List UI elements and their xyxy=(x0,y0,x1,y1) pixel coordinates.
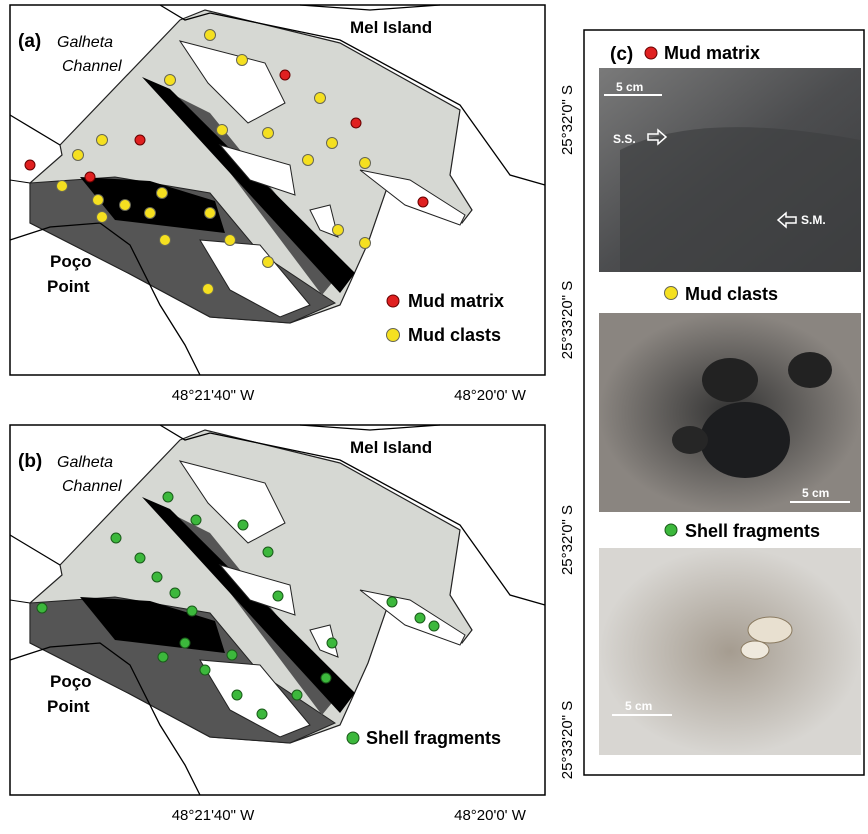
panel-label: (b) xyxy=(18,451,42,472)
legend-label: Mud clasts xyxy=(408,325,501,345)
legend-symbol xyxy=(387,295,399,307)
panel-label: (a) xyxy=(18,31,41,52)
x-coordinate: 48°21'40" W xyxy=(172,807,255,824)
scale-label: 5 cm xyxy=(616,80,643,94)
caption-symbol xyxy=(665,287,678,300)
caption: Shell fragments xyxy=(685,521,820,541)
photo xyxy=(599,548,861,755)
scale-label: 5 cm xyxy=(802,486,829,500)
place-name: Poço xyxy=(50,672,92,691)
place-name: Point xyxy=(47,697,90,716)
place-name: Mel Island xyxy=(350,438,432,457)
x-coordinate: 48°20'0' W xyxy=(454,387,527,404)
caption: Mud clasts xyxy=(685,284,778,304)
caption-symbol xyxy=(645,47,657,59)
y-coordinate: 25°33'20" S xyxy=(559,281,576,359)
place-name: Mel Island xyxy=(350,18,432,37)
place-name: Point xyxy=(47,277,90,296)
legend-label: Shell fragments xyxy=(366,728,501,748)
arrow-label: S.M. xyxy=(801,213,826,227)
map-a: (a) Galheta Channel Mel Island Poço Poin… xyxy=(10,5,545,375)
caption-symbol xyxy=(665,524,677,536)
place-name: Channel xyxy=(62,478,122,495)
map-b: (b) Galheta Channel Mel Island Poço Poin… xyxy=(10,425,545,795)
place-name: Galheta xyxy=(57,34,113,51)
arrow-label: S.S. xyxy=(613,132,636,146)
panel-label: (c) xyxy=(610,44,633,65)
place-name: Channel xyxy=(62,58,122,75)
figure: (a) Galheta Channel Mel Island Poço Poin… xyxy=(0,0,868,829)
place-name: Galheta xyxy=(57,454,113,471)
photo-panel: (c) Mud matrix 5 cm S.S. S.M. Mud clasts… xyxy=(584,30,864,775)
caption: Mud matrix xyxy=(664,43,760,63)
legend-symbol xyxy=(387,329,400,342)
legend-label: Mud matrix xyxy=(408,291,504,311)
x-coordinate: 48°20'0' W xyxy=(454,807,527,824)
place-name: Poço xyxy=(50,252,92,271)
legend-symbol xyxy=(347,732,359,744)
y-coordinate: 25°33'20" S xyxy=(559,701,576,779)
scale-label: 5 cm xyxy=(625,699,652,713)
y-coordinate: 25°32'0" S xyxy=(559,505,576,575)
y-coordinate: 25°32'0" S xyxy=(559,85,576,155)
x-coordinate: 48°21'40" W xyxy=(172,387,255,404)
